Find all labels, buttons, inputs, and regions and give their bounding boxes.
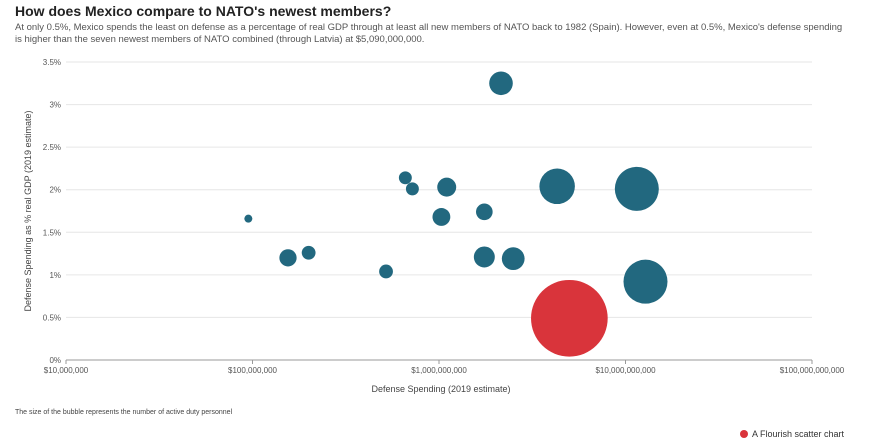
bubble-nato[interactable] <box>476 203 493 221</box>
bubble-nato[interactable] <box>501 247 525 271</box>
y-tick-label: 1.5% <box>43 228 61 237</box>
y-tick-label: 2.5% <box>43 143 61 152</box>
y-tick-label: 0% <box>49 356 61 365</box>
credit-label: A Flourish scatter chart <box>752 429 845 439</box>
y-tick-label: 0.5% <box>43 313 61 322</box>
flourish-credit-link[interactable]: A Flourish scatter chart <box>740 429 844 439</box>
x-tick-label: $10,000,000 <box>44 366 89 375</box>
bubble-nato[interactable] <box>279 249 297 267</box>
bubble-nato[interactable] <box>301 245 316 260</box>
bubble-nato[interactable] <box>489 71 513 96</box>
y-axis-title: Defense Spending as % real GDP (2019 est… <box>23 111 33 312</box>
x-tick-label: $10,000,000,000 <box>595 366 656 375</box>
bubble-nato[interactable] <box>405 182 419 196</box>
gridlines <box>66 61 812 361</box>
flourish-logo-icon <box>740 430 748 438</box>
bubble-nato[interactable] <box>539 168 575 205</box>
y-tick-label: 3.5% <box>43 58 61 67</box>
bubble-nato[interactable] <box>244 214 253 223</box>
chart-subtitle: At only 0.5%, Mexico spends the least on… <box>15 22 843 45</box>
x-axis-title: Defense Spending (2019 estimate) <box>371 384 510 394</box>
bubble-nato[interactable] <box>379 264 393 279</box>
bubble-nato[interactable] <box>623 259 668 304</box>
bubble-nato[interactable] <box>432 208 451 226</box>
bubble-nato[interactable] <box>398 171 412 185</box>
y-tick-label: 3% <box>49 101 61 110</box>
bubble-nato[interactable] <box>614 166 659 211</box>
x-tick-label: $100,000,000 <box>228 366 277 375</box>
bubble-nato[interactable] <box>437 177 457 197</box>
axis-ticks: 0% 0.5% 1% 1.5% 2% 2.5% 3% 3.5% $10,000,000 $100,… <box>43 58 845 375</box>
chart-title: How does Mexico compare to NATO's newest… <box>15 3 392 19</box>
bubbles <box>244 71 668 357</box>
bubble-mexico[interactable] <box>531 279 608 357</box>
x-tick-label: $100,000,000,000 <box>780 366 845 375</box>
bubble-nato[interactable] <box>473 246 495 268</box>
bubble-size-note: The size of the bubble represents the nu… <box>15 409 233 416</box>
x-tick-label: $1,000,000,000 <box>411 366 467 375</box>
y-tick-label: 1% <box>49 271 61 280</box>
y-tick-label: 2% <box>49 186 61 195</box>
